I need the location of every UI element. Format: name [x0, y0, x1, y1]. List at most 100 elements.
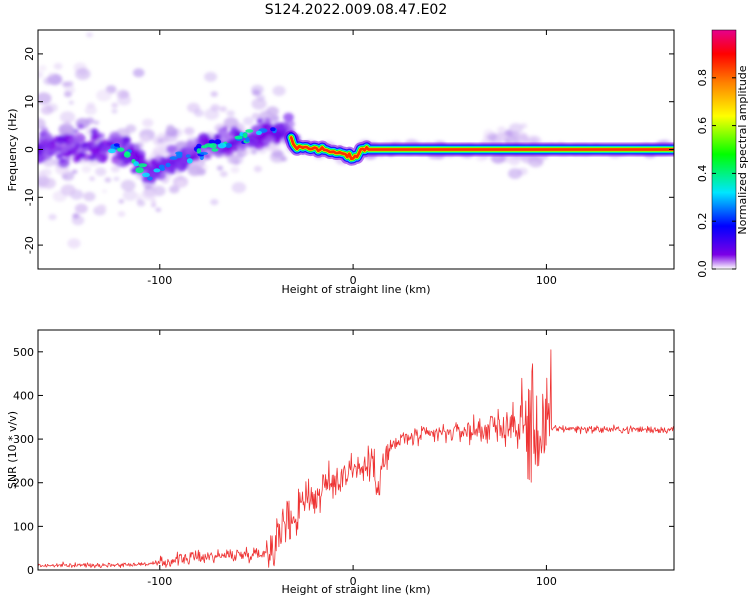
spectrogram-blob	[230, 166, 240, 174]
spectrogram-blob	[77, 123, 84, 129]
spectrogram-blob	[66, 81, 74, 87]
spectrogram-blob	[85, 117, 95, 125]
spectrogram-blob	[89, 176, 95, 181]
snr-y-label: SNR (10 * v/v)	[6, 411, 19, 489]
spectrogram-blob	[72, 155, 82, 163]
spectrogram-blob	[150, 199, 157, 204]
x-tick-label: 0	[350, 575, 357, 588]
x-tick-label: 100	[536, 274, 557, 287]
spectrogram-blob	[529, 135, 541, 145]
spectrogram-blob	[251, 112, 261, 120]
spectrogram-peak	[234, 135, 243, 140]
colorbar-ticks: 0.0 0.2 0.4 0.6 0.8	[696, 69, 736, 278]
spectrogram-blob	[251, 84, 264, 95]
spectrogram-blob	[253, 165, 262, 173]
spectrogram-blob	[38, 71, 44, 79]
y-tick-label: -20	[23, 236, 36, 254]
spectrogram-blob	[186, 140, 195, 147]
spectrogram-blob	[38, 65, 47, 72]
spectrogram-blob	[120, 179, 136, 192]
spectrogram-blob	[175, 179, 187, 188]
y-tick-label: 0	[27, 564, 34, 577]
spectrogram-blob	[243, 116, 254, 126]
spectrogram-blob	[117, 211, 126, 217]
spectrogram-blob	[238, 144, 248, 152]
spectrogram-blob	[251, 98, 267, 110]
snr-frame	[37, 329, 675, 571]
spectrogram-blob	[508, 168, 522, 180]
spectrogram-blob	[136, 200, 146, 207]
colorbar-gradient	[711, 29, 737, 270]
spectrogram-blob	[157, 138, 164, 144]
spectrogram-blob	[135, 193, 143, 199]
spectrogram-blob	[256, 118, 263, 124]
spectrogram-peak	[196, 143, 202, 149]
x-tick-label: 0	[350, 274, 357, 287]
spectrogram-blob	[253, 141, 260, 147]
spectrogram-blob	[169, 185, 180, 194]
spectrogram-blob	[194, 109, 204, 117]
spectrogram-ridge-band	[289, 135, 674, 161]
spectrogram-peak	[135, 167, 144, 174]
spectrogram-blob	[64, 91, 72, 98]
spectrogram-peak	[147, 176, 153, 181]
spectrogram-x-label: Height of straight line (km)	[281, 283, 430, 296]
spectrogram-blob	[223, 117, 239, 129]
spectrogram-blob	[41, 177, 56, 189]
spectrogram-blob	[105, 20, 110, 24]
y-tick-label: 20	[23, 47, 36, 61]
spectrogram-peak	[138, 163, 148, 168]
colorbar-tick-label: 0.6	[696, 117, 709, 135]
snr-marks	[38, 349, 674, 569]
y-tick-label: 0	[23, 146, 36, 153]
spectrogram-blob	[97, 204, 107, 212]
colorbar-tick-label: 0.8	[696, 69, 709, 87]
spectrogram-blob	[101, 189, 108, 194]
spectrogram-blob	[219, 106, 227, 112]
spectrogram-blob	[38, 137, 45, 143]
spectrogram-peak	[224, 143, 232, 148]
colorbar-tick-label: 0.4	[696, 165, 709, 183]
colorbar: 0.0 0.2 0.4 0.6 0.8 Normalized spectral ampl…	[696, 29, 749, 278]
colorbar-tick-label: 0.0	[696, 260, 709, 278]
spectrogram-blob	[86, 102, 96, 109]
spectrogram-blob	[154, 155, 163, 163]
spectrogram-blob	[67, 238, 81, 249]
spectrogram-blob	[141, 189, 157, 201]
spectrogram-blob	[68, 100, 74, 105]
spectrogram-blob	[204, 71, 218, 82]
spectrogram-x-ticks: -100 0 100	[147, 30, 557, 287]
spectrogram-blob	[48, 214, 57, 221]
spectrogram-peak	[214, 139, 222, 145]
spectrogram-blob	[84, 105, 97, 116]
spectrogram-y-label: Frequency (Hz)	[6, 109, 19, 192]
y-tick-label: -10	[23, 188, 36, 206]
spectrogram-peak	[153, 168, 161, 173]
spectrogram-y-ticks: -20 -10 0 10 20	[23, 47, 674, 254]
spectrogram-blob	[508, 123, 523, 134]
spectrogram-peak	[113, 143, 120, 147]
x-tick-label: -100	[147, 274, 172, 287]
spectrogram-blob	[169, 160, 176, 166]
spectrogram-blob	[265, 117, 271, 122]
spectrogram-peak	[255, 130, 262, 135]
spectrogram-blob	[142, 118, 154, 128]
spectrogram-blob	[231, 182, 247, 194]
spectrogram-blob	[280, 156, 288, 162]
spectrogram-blob	[508, 156, 521, 166]
spectrogram-blob	[97, 132, 105, 139]
spectrogram-blob	[111, 108, 118, 114]
spectrogram-blob	[130, 150, 140, 158]
snr-x-label: Height of straight line (km)	[281, 583, 430, 596]
spectrogram-peak	[108, 148, 116, 154]
spectrogram-blob	[95, 167, 107, 176]
spectrogram-blob	[38, 170, 46, 178]
spectrogram-peak	[199, 151, 209, 155]
spectrogram-peak	[123, 151, 131, 158]
y-tick-label: 100	[13, 520, 34, 533]
spectrogram-blob	[80, 142, 88, 149]
y-tick-label: 400	[13, 389, 34, 402]
spectrogram-blob	[226, 110, 235, 117]
spectrogram-blob	[74, 203, 88, 214]
